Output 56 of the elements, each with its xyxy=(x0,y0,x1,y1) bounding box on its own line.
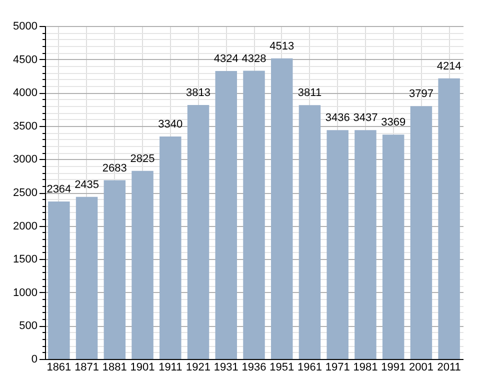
x-tick-label: 2001 xyxy=(408,362,434,373)
data-label: 3437 xyxy=(353,112,378,124)
x-tick-label: 1861 xyxy=(46,362,72,373)
data-label: 2683 xyxy=(102,162,127,174)
bar xyxy=(132,170,154,359)
data-label: 4324 xyxy=(214,53,238,66)
bar xyxy=(160,136,182,359)
bar xyxy=(187,105,210,359)
bar xyxy=(354,130,376,359)
bar xyxy=(326,130,348,359)
x-tick-label: 1901 xyxy=(130,362,155,373)
bar xyxy=(48,202,70,359)
y-tick-label: 0 xyxy=(31,354,38,366)
bar xyxy=(76,196,98,359)
x-tick-label: 2011 xyxy=(437,362,461,373)
data-label: 2435 xyxy=(74,178,100,191)
x-tick-label: 1991 xyxy=(381,362,406,373)
y-tick-label: 5000 xyxy=(13,20,38,32)
bar xyxy=(243,70,265,359)
y-tick-label: 2000 xyxy=(13,220,38,232)
bar xyxy=(215,71,237,359)
bar xyxy=(298,105,321,359)
bar xyxy=(382,134,404,359)
data-label: 2364 xyxy=(46,184,72,196)
data-label: 3811 xyxy=(298,87,322,100)
x-tick-label: 1911 xyxy=(158,362,182,373)
x-tick-label: 1936 xyxy=(242,362,266,373)
y-tick-label: 1000 xyxy=(13,286,38,299)
bar xyxy=(271,58,293,359)
data-label: 3813 xyxy=(186,87,211,100)
x-tick-label: 1871 xyxy=(74,362,100,373)
x-tick-label: 1951 xyxy=(270,362,294,373)
data-label: 4513 xyxy=(270,40,294,52)
data-label: 3436 xyxy=(325,112,350,124)
y-tick-label: 2500 xyxy=(13,187,38,199)
data-label: 3797 xyxy=(408,88,434,100)
bar xyxy=(410,106,432,359)
y-tick-label: 3000 xyxy=(13,154,38,166)
y-tick-label: 1500 xyxy=(13,254,38,266)
bar xyxy=(104,180,126,359)
data-label: 4214 xyxy=(436,60,462,72)
x-tick-label: 1921 xyxy=(186,362,211,373)
data-label: 3340 xyxy=(158,118,183,131)
y-tick-label: 4000 xyxy=(13,87,38,100)
y-tick-label: 3500 xyxy=(13,120,38,132)
x-tick-label: 1981 xyxy=(353,362,378,373)
data-label: 3369 xyxy=(381,116,406,129)
y-tick-label: 4500 xyxy=(13,54,38,66)
x-tick-label: 1971 xyxy=(325,362,350,373)
data-label: 2825 xyxy=(130,152,155,165)
bar xyxy=(438,78,460,359)
x-tick-label: 1931 xyxy=(214,362,238,373)
data-label: 4328 xyxy=(242,52,266,65)
y-tick-label: 500 xyxy=(19,320,38,332)
x-tick-label: 1881 xyxy=(102,362,127,373)
x-tick-label: 1961 xyxy=(297,362,322,373)
